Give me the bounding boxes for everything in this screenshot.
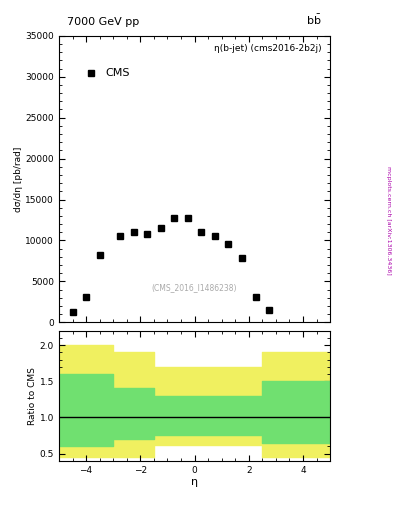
Text: mcplots.cern.ch [arXiv:1306.3436]: mcplots.cern.ch [arXiv:1306.3436]: [386, 166, 391, 274]
Text: η(b-jet) (cms2016-2b2j): η(b-jet) (cms2016-2b2j): [214, 45, 322, 53]
Text: CMS: CMS: [105, 68, 130, 78]
Y-axis label: dσ/dη [pb/rad]: dσ/dη [pb/rad]: [14, 146, 22, 212]
Text: (CMS_2016_I1486238): (CMS_2016_I1486238): [152, 284, 237, 292]
Text: b$\bar{\mathrm{b}}$: b$\bar{\mathrm{b}}$: [307, 13, 322, 27]
Y-axis label: Ratio to CMS: Ratio to CMS: [28, 367, 37, 424]
Text: 7000 GeV pp: 7000 GeV pp: [67, 17, 140, 27]
X-axis label: η: η: [191, 477, 198, 487]
